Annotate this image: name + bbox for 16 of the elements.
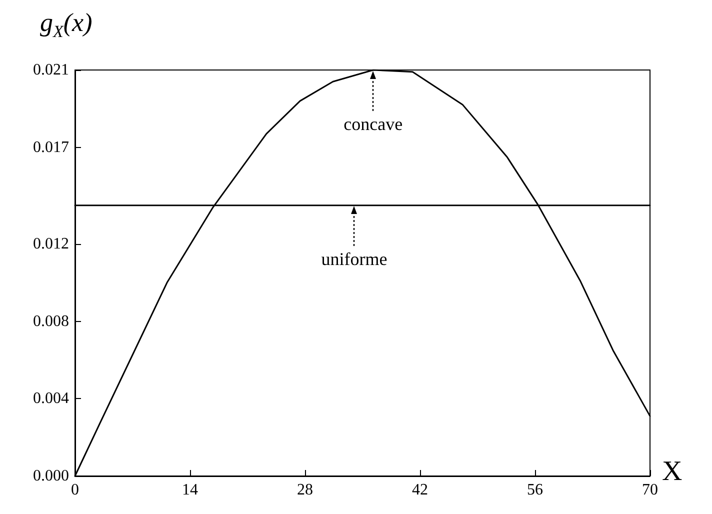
x-tick-label: 42	[412, 482, 428, 498]
y-tick-label: 0.017	[33, 138, 69, 156]
x-tick-label: 14	[182, 482, 198, 498]
y-tick-label: 0.012	[33, 236, 69, 252]
x-tick-label: 28	[297, 482, 313, 498]
y-tick-label: 0.000	[33, 468, 69, 484]
x-axis-title: X	[662, 456, 682, 488]
y-tick-label: 0.021	[33, 62, 69, 78]
annotation: concave	[344, 114, 403, 135]
x-tick-label: 56	[527, 482, 543, 498]
x-tick-label: 70	[642, 482, 658, 498]
y-tick-label: 0.004	[33, 390, 69, 408]
annotation: uniforme	[321, 249, 388, 270]
y-tick-label: 0.008	[33, 312, 69, 330]
x-tick-label: 0	[71, 482, 79, 498]
y-axis-title: g$_{X}$(x)	[40, 8, 92, 42]
